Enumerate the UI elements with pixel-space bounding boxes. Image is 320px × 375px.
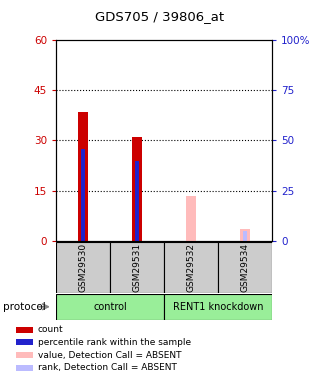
Text: GSM29530: GSM29530 [78, 243, 87, 292]
Bar [78, 112, 88, 241]
Text: percentile rank within the sample: percentile rank within the sample [37, 338, 191, 347]
Bar [16, 327, 33, 333]
Bar [110, 242, 164, 293]
Bar [164, 242, 218, 293]
Text: RENT1 knockdown: RENT1 knockdown [173, 302, 263, 312]
Bar [16, 352, 33, 358]
Bar [81, 149, 84, 241]
Text: value, Detection Call = ABSENT: value, Detection Call = ABSENT [37, 351, 181, 360]
Bar [164, 294, 272, 320]
Bar [186, 196, 196, 241]
Text: GSM29534: GSM29534 [241, 243, 250, 292]
Bar [240, 229, 250, 241]
Text: GSM29531: GSM29531 [132, 243, 141, 292]
Bar [218, 242, 272, 293]
Text: protocol: protocol [3, 302, 46, 312]
Bar [56, 242, 110, 293]
Bar [56, 294, 164, 320]
Text: rank, Detection Call = ABSENT: rank, Detection Call = ABSENT [37, 363, 176, 372]
Bar [16, 364, 33, 371]
Text: control: control [93, 302, 127, 312]
Bar [132, 137, 142, 241]
Text: GDS705 / 39806_at: GDS705 / 39806_at [95, 10, 225, 23]
Text: GSM29532: GSM29532 [187, 243, 196, 292]
Text: count: count [37, 325, 63, 334]
Bar [244, 231, 247, 241]
Bar [16, 339, 33, 345]
Bar [135, 160, 139, 241]
